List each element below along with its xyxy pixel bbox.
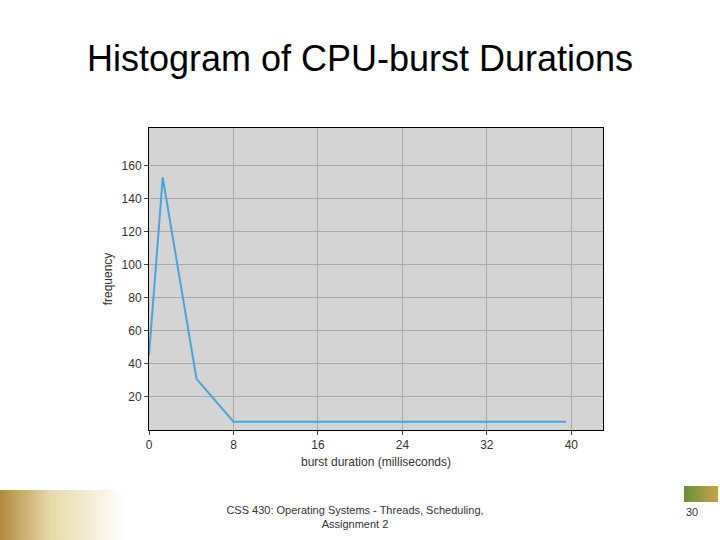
svg-text:80: 80 — [128, 291, 142, 305]
html-text:30: 30 — [686, 506, 699, 518]
svg-text:40: 40 — [128, 357, 142, 371]
html-text:Assignment 2: Assignment 2 — [321, 518, 389, 530]
svg-text:100: 100 — [122, 258, 142, 272]
svg-text:frequency: frequency — [101, 253, 115, 306]
html-text:CSS 430: Operating Systems - T: CSS 430: Operating Systems - Threads, Sc… — [226, 504, 484, 516]
svg-text:120: 120 — [122, 225, 142, 239]
svg-text:8: 8 — [230, 438, 237, 452]
svg-text:140: 140 — [122, 192, 142, 206]
svg-text:0: 0 — [146, 438, 153, 452]
svg-text:16: 16 — [311, 438, 325, 452]
svg-text:24: 24 — [396, 438, 410, 452]
svg-text:60: 60 — [128, 324, 142, 338]
svg-text:20: 20 — [128, 390, 142, 404]
html-text:Histogram of CPU-burst Duratio: Histogram of CPU-burst Durations — [86, 38, 634, 79]
svg-text:40: 40 — [565, 438, 579, 452]
svg-text:160: 160 — [122, 159, 142, 173]
svg-text:burst duration (milliseconds): burst duration (milliseconds) — [301, 455, 451, 469]
svg-text:32: 32 — [480, 438, 494, 452]
